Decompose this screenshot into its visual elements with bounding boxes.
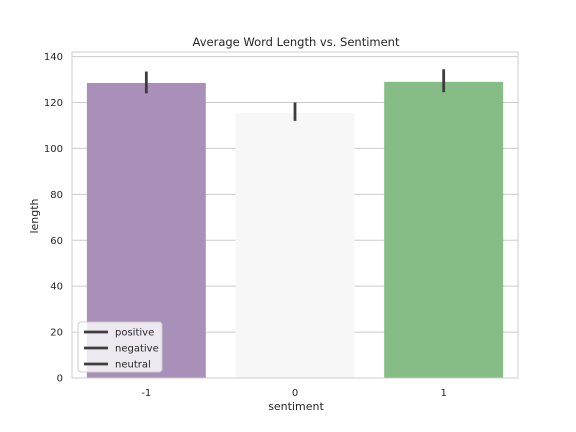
x-tick-label: 1 xyxy=(440,388,446,399)
plot-frame xyxy=(71,51,519,379)
x-tick-labels: -1 0 1 xyxy=(141,388,447,399)
y-tick-label: 60 xyxy=(50,236,63,247)
legend-box xyxy=(77,321,163,373)
bar xyxy=(384,81,504,379)
y-tick-label: 80 xyxy=(50,190,63,201)
y-tick-label: 140 xyxy=(44,52,63,63)
x-axis-label: sentiment xyxy=(268,400,324,413)
y-tick-label: 20 xyxy=(50,328,63,339)
y-tick-label: 100 xyxy=(44,144,63,155)
error-bars xyxy=(144,69,446,121)
y-tick-label: 40 xyxy=(50,282,63,293)
chart-title: Average Word Length vs. Sentiment xyxy=(193,35,400,49)
y-tick-label: 120 xyxy=(44,98,63,109)
y-tick-labels: 0 20 40 60 80 100 120 140 xyxy=(44,52,63,384)
legend-entry: negative xyxy=(115,344,159,355)
legend-entry: neutral xyxy=(115,360,151,371)
x-tick-label: -1 xyxy=(141,388,151,399)
legend-entry: positive xyxy=(115,328,154,339)
bar xyxy=(235,112,355,379)
x-tick-label: 0 xyxy=(292,388,298,399)
y-tick-label: 0 xyxy=(57,374,63,385)
legend: positive negative neutral xyxy=(77,321,163,373)
y-axis-label: length xyxy=(28,198,41,233)
